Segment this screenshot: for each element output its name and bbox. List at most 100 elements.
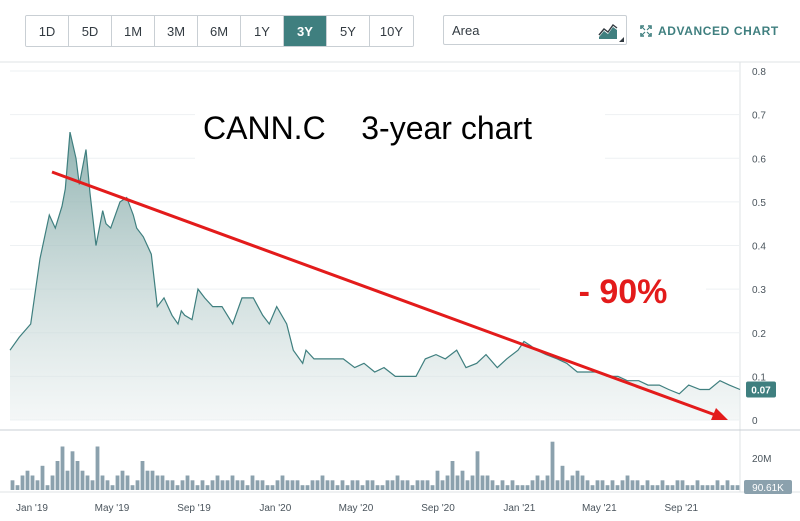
x-tick-label: May '20 — [339, 503, 374, 514]
range-button-1d[interactable]: 1D — [26, 16, 69, 46]
volume-bar — [340, 480, 345, 490]
volume-bar — [75, 461, 80, 490]
volume-bar — [555, 480, 560, 490]
volume-bar — [695, 480, 700, 490]
advanced-chart-label: ADVANCED CHART — [658, 24, 779, 38]
volume-bar — [130, 485, 135, 490]
volume-bar — [590, 485, 595, 490]
range-button-10y[interactable]: 10Y — [370, 16, 413, 46]
range-selector: 1D 5D 1M 3M 6M 1Y 3Y 5Y 10Y — [25, 15, 414, 47]
volume-bar — [680, 480, 685, 490]
volume-bar — [320, 475, 325, 490]
volume-bar — [615, 485, 620, 490]
volume-bar — [560, 465, 565, 490]
last-volume-label: 90.61K — [752, 483, 784, 494]
volume-bar — [605, 485, 610, 490]
volume-bar — [180, 480, 185, 490]
y-tick-label: 0 — [752, 416, 758, 427]
volume-bar — [720, 485, 725, 490]
volume-bar — [105, 480, 110, 490]
price-line — [9, 131, 741, 395]
volume-bar — [685, 485, 690, 490]
volume-bar — [210, 480, 215, 490]
range-button-5d[interactable]: 5D — [69, 16, 112, 46]
volume-bar — [335, 485, 340, 490]
volume-bar — [170, 480, 175, 490]
trend-arrowhead — [711, 408, 728, 420]
volume-bar — [410, 485, 415, 490]
volume-bar — [475, 451, 480, 490]
volume-bar — [655, 485, 660, 490]
range-button-3y[interactable]: 3Y — [284, 16, 327, 46]
y-tick-label: 0.6 — [752, 154, 766, 165]
volume-bar — [665, 485, 670, 490]
volume-bar — [535, 475, 540, 490]
y-tick-label: 0.8 — [752, 67, 766, 78]
volume-bar — [425, 480, 430, 490]
x-tick-label: Jan '20 — [259, 503, 291, 514]
volume-bar — [145, 470, 150, 490]
chart-type-value: Area — [452, 22, 480, 38]
volume-bar — [505, 485, 510, 490]
volume-bar — [190, 480, 195, 490]
volume-bar — [490, 480, 495, 490]
volume-bar — [450, 461, 455, 490]
range-button-1y[interactable]: 1Y — [241, 16, 284, 46]
volume-bar — [140, 461, 145, 490]
volume-bar — [215, 475, 220, 490]
volume-bar — [325, 480, 330, 490]
volume-bar — [275, 480, 280, 490]
trend-line — [51, 170, 719, 418]
volume-bar — [85, 475, 90, 490]
volume-bar — [260, 480, 265, 490]
change-annotation: - 90% — [540, 260, 706, 324]
volume-bar — [630, 480, 635, 490]
volume-bar — [360, 485, 365, 490]
range-button-1m[interactable]: 1M — [112, 16, 155, 46]
volume-bar — [30, 475, 35, 490]
range-button-3m[interactable]: 3M — [155, 16, 198, 46]
volume-bar — [235, 480, 240, 490]
x-tick-label: May '19 — [95, 503, 130, 514]
volume-bar — [650, 485, 655, 490]
volume-bar — [25, 470, 30, 490]
x-tick-label: Sep '20 — [421, 503, 455, 514]
price-area — [10, 132, 740, 420]
volume-bar — [160, 475, 165, 490]
volume-bar — [125, 475, 130, 490]
volume-bar — [60, 446, 65, 490]
range-button-5y[interactable]: 5Y — [327, 16, 370, 46]
change-text: - 90% — [578, 272, 668, 311]
volume-bar — [500, 480, 505, 490]
volume-bar — [40, 465, 45, 490]
volume-bar — [385, 480, 390, 490]
range-button-6m[interactable]: 6M — [198, 16, 241, 46]
volume-bar — [595, 480, 600, 490]
y-tick-label: 0.5 — [752, 198, 766, 209]
volume-bar — [480, 475, 485, 490]
volume-bar — [725, 480, 730, 490]
volume-bar — [110, 485, 115, 490]
volume-bar — [205, 485, 210, 490]
volume-bar — [660, 480, 665, 490]
y-tick-label: 0.7 — [752, 111, 766, 122]
x-tick-label: Jan '21 — [503, 503, 535, 514]
chart-type-select[interactable]: Area — [443, 15, 627, 45]
last-volume-badge — [744, 480, 792, 494]
chart-toolbar: 1D 5D 1M 3M 6M 1Y 3Y 5Y 10Y Area ADVANCED CHART — [0, 0, 800, 62]
volume-bar — [355, 480, 360, 490]
y-tick-label: 0.1 — [752, 372, 766, 383]
volume-bar — [155, 475, 160, 490]
volume-bar — [265, 485, 270, 490]
volume-bar — [250, 475, 255, 490]
volume-bar — [345, 485, 350, 490]
volume-bar — [640, 485, 645, 490]
volume-bar — [20, 475, 25, 490]
y-tick-label: 0.4 — [752, 242, 766, 253]
volume-bar — [245, 485, 250, 490]
volume-bar — [295, 480, 300, 490]
volume-bar — [240, 480, 245, 490]
volume-bar — [620, 480, 625, 490]
volume-bar — [290, 480, 295, 490]
advanced-chart-link[interactable]: ADVANCED CHART — [640, 21, 779, 41]
